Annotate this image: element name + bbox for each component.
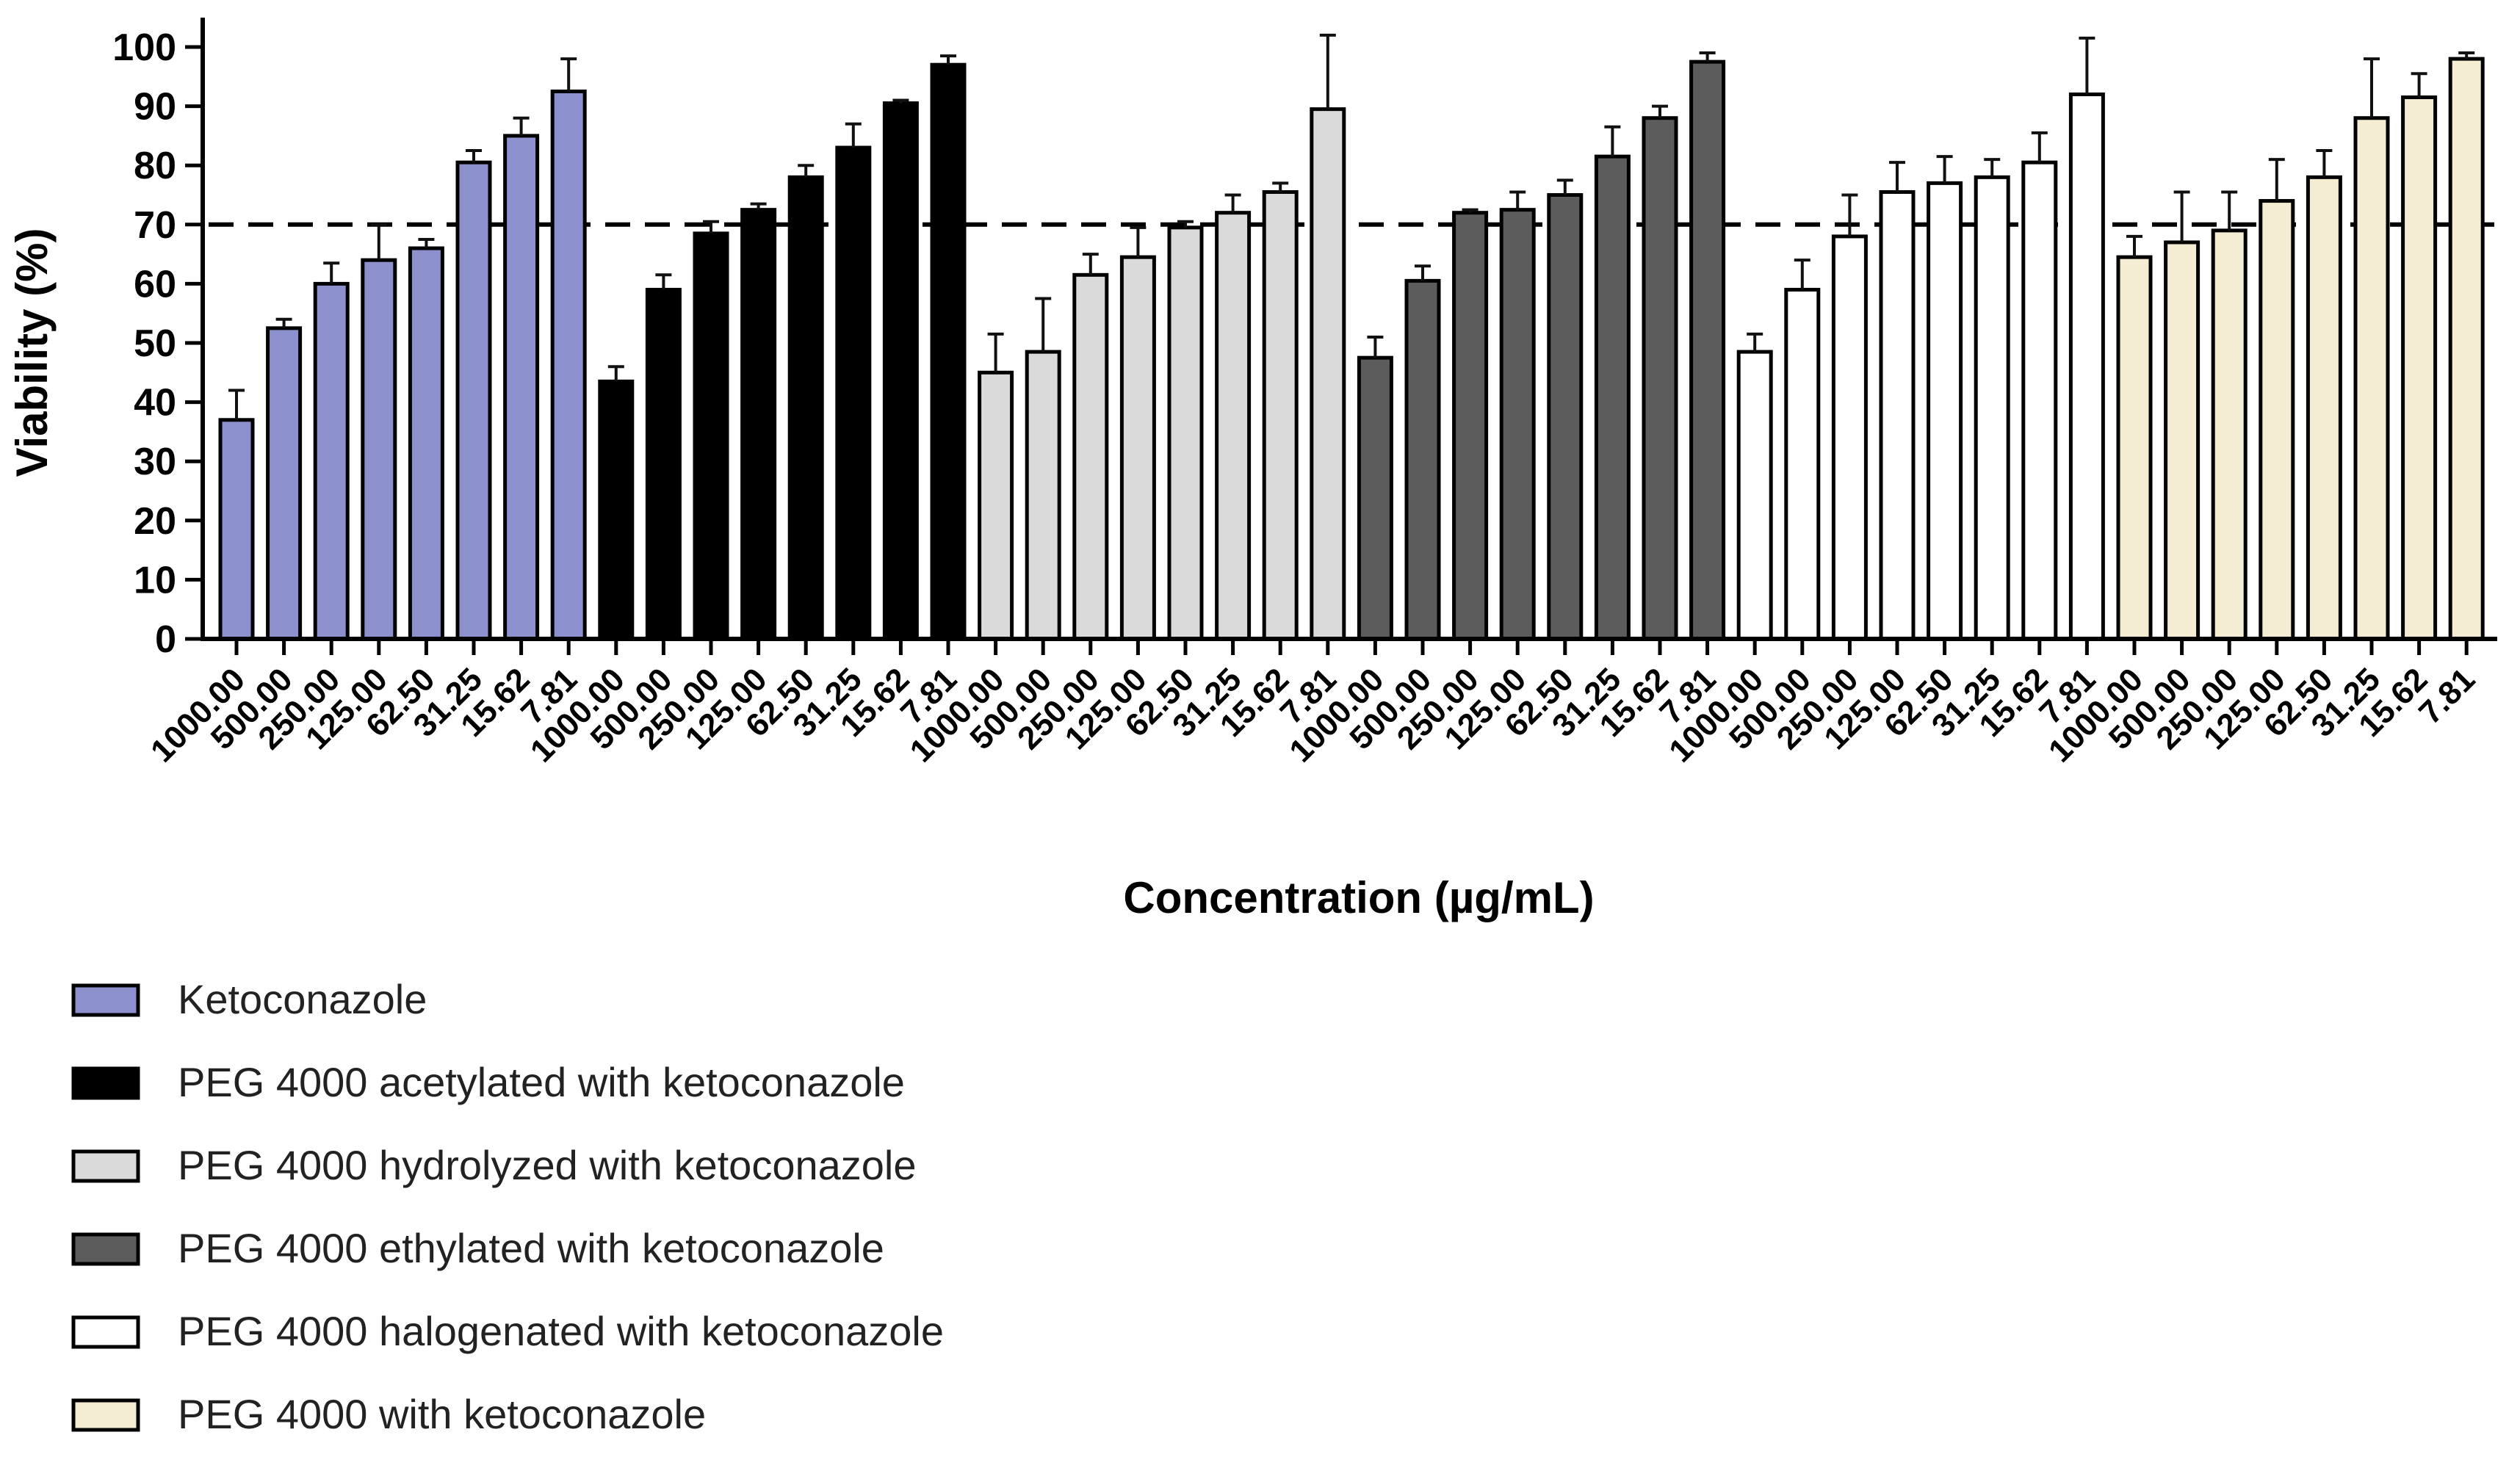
bar [2211,228,2248,641]
y-tick-label: 60 [134,263,176,306]
bar [1119,255,1156,641]
bar [1310,107,1346,641]
bar [740,208,777,641]
bar [978,370,1014,641]
y-tick-label: 100 [112,26,176,69]
bar [1215,211,1252,641]
bar [1072,272,1109,641]
y-tick-label: 90 [134,86,176,129]
bar [1689,59,1726,641]
bar [882,101,919,641]
bar [1452,211,1489,641]
legend-swatch [71,1066,140,1100]
y-tick-label: 30 [134,441,176,483]
legend-entry: Ketoconazole [71,976,427,1022]
bar [930,62,967,641]
bars-layer [209,33,2497,641]
x-tick-label: 7.81 [2412,661,2482,731]
legend-swatch [71,1315,140,1349]
bar [1927,181,1963,641]
bar [361,258,397,641]
bar [1262,189,1299,641]
legend: Ketoconazole PEG 4000 acetylated with ket… [71,976,944,1437]
bar [266,326,303,641]
bar [1499,208,1536,641]
y-tick-label: 80 [134,145,176,187]
bar [1594,154,1631,641]
bar [1025,350,1061,641]
bar [787,175,824,641]
bar [1736,350,1773,641]
bar [2259,199,2295,641]
bar [1167,225,1204,641]
bar [313,281,350,641]
bar [550,89,587,641]
x-axis-title: Concentration (µg/mL) [1123,873,1594,922]
bar [1642,116,1678,641]
bar [2401,95,2438,641]
y-tick-label: 20 [134,500,176,543]
y-axis-title: Viability (%) [7,228,57,477]
bar [1831,234,1868,641]
legend-entry: PEG 4000 ethylated with ketoconazole [71,1225,884,1271]
bar [835,145,872,641]
bar [2306,175,2342,641]
bar [1879,189,1916,641]
y-tick-label: 10 [134,559,176,601]
y-tick-label: 50 [134,322,176,365]
bar [2068,92,2105,641]
legend-label: PEG 4000 hydrolyzed with ketoconazole [178,1142,916,1188]
bar [1547,193,1584,641]
y-tick-label: 70 [134,204,176,247]
legend-label: PEG 4000 acetylated with ketoconazole [178,1059,905,1105]
legend-swatch [71,1149,140,1183]
legend-label: PEG 4000 with ketoconazole [178,1391,706,1437]
bar [2353,116,2390,641]
legend-entry: PEG 4000 acetylated with ketoconazole [71,1059,905,1105]
bar [645,287,682,641]
legend-swatch [71,1232,140,1266]
bar [218,418,255,641]
legend-entry: PEG 4000 hydrolyzed with ketoconazole [71,1142,916,1188]
legend-label: PEG 4000 halogenated with ketoconazole [178,1308,944,1354]
legend-entry: PEG 4000 halogenated with ketoconazole [71,1308,944,1354]
bar [598,379,635,641]
bar [1784,287,1821,641]
y-tick-label: 0 [155,618,176,661]
y-tick-label: 40 [134,382,176,424]
bar [2448,57,2485,641]
legend-entry: PEG 4000 with ketoconazole [71,1391,706,1437]
bar [2021,160,2058,641]
legend-label: Ketoconazole [178,976,427,1022]
legend-label: PEG 4000 ethylated with ketoconazole [178,1225,884,1271]
bar [1404,278,1441,641]
legend-swatch [71,983,140,1017]
bar [2116,255,2153,641]
bar [1357,355,1393,641]
bar [693,231,729,641]
bar [1974,175,2010,641]
bar [2164,240,2201,641]
legend-swatch [71,1398,140,1432]
bar [408,246,444,641]
bar [503,134,540,641]
bar [455,160,492,641]
